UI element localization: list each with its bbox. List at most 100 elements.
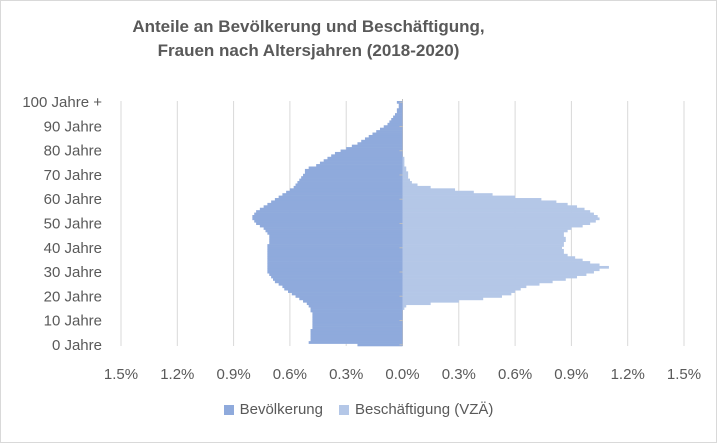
bar-bevoelkerung-age-84: [361, 139, 403, 143]
bar-beschaeftigung-age-15: [402, 307, 405, 310]
legend-swatch-beschaeftigung: [338, 404, 349, 415]
bar-bevoelkerung-age-96: [396, 110, 403, 114]
bar-bevoelkerung-age-93: [391, 117, 403, 121]
bar-beschaeftigung-age-26: [402, 280, 553, 284]
y-tick-label-80: 80 Jahre: [44, 143, 102, 160]
bar-beschaeftigung-age-44: [402, 236, 566, 240]
x-tick-label-4: 0.3%: [329, 366, 363, 383]
bar-beschaeftigung-age-53: [402, 215, 598, 218]
chart-legend: Bevölkerung Beschäftigung (VZÄ): [1, 401, 716, 418]
bar-bevoelkerung-age-92: [389, 120, 403, 124]
bar-beschaeftigung-age-30: [402, 270, 594, 274]
bar-beschaeftigung-age-45: [402, 234, 564, 238]
bar-beschaeftigung-age-27: [402, 278, 566, 281]
x-tick-label-1: 1.2%: [160, 366, 194, 383]
legend-item-beschaeftigung: Beschäftigung (VZÄ): [338, 401, 493, 418]
bar-bevoelkerung-age-44: [269, 236, 403, 240]
bar-bevoelkerung-age-97: [396, 108, 403, 112]
bar-beschaeftigung-age-40: [402, 246, 563, 250]
bar-bevoelkerung-age-31: [267, 268, 403, 272]
y-tick-label-10: 10 Jahre: [44, 313, 102, 330]
bar-beschaeftigung-age-46: [402, 231, 564, 235]
bar-bevoelkerung-age-78: [331, 154, 403, 158]
bar-bevoelkerung-age-32: [267, 265, 403, 269]
bar-bevoelkerung-age-24: [282, 285, 403, 289]
bar-bevoelkerung-age-91: [387, 122, 403, 126]
bar-beschaeftigung-age-23: [402, 287, 521, 291]
bar-beschaeftigung-age-31: [402, 268, 600, 272]
bar-bevoelkerung-age-4: [310, 333, 403, 337]
bar-beschaeftigung-age-76: [402, 159, 405, 162]
bar-beschaeftigung-age-35: [402, 258, 583, 262]
bar-beschaeftigung-age-66: [402, 183, 418, 187]
bar-beschaeftigung-age-39: [402, 248, 564, 252]
bar-bevoelkerung-age-43: [269, 239, 403, 242]
bar-beschaeftigung-age-64: [402, 188, 456, 192]
bar-bevoelkerung-age-56: [259, 207, 403, 211]
bar-bevoelkerung-age-13: [312, 312, 403, 315]
legend-item-bevoelkerung: Bevölkerung: [223, 401, 323, 418]
bar-beschaeftigung-age-63: [402, 190, 474, 194]
bar-bevoelkerung-age-73: [308, 166, 403, 170]
y-tick-label-100: 100 Jahre +: [22, 94, 102, 111]
bar-bevoelkerung-age-81: [346, 147, 403, 150]
bar-bevoelkerung-age-12: [312, 314, 403, 318]
bar-bevoelkerung-age-72: [304, 168, 403, 172]
bar-bevoelkerung-age-34: [267, 261, 403, 264]
bar-bevoelkerung-age-99: [398, 103, 403, 107]
bar-bevoelkerung-age-37: [267, 253, 403, 257]
bar-bevoelkerung-age-35: [267, 258, 403, 262]
bar-bevoelkerung-age-95: [394, 113, 403, 116]
bar-beschaeftigung-age-16: [402, 304, 407, 308]
bar-bevoelkerung-age-7: [312, 326, 403, 330]
bar-beschaeftigung-age-42: [402, 241, 564, 245]
legend-label-bevoelkerung: Bevölkerung: [239, 401, 323, 418]
bar-bevoelkerung-age-23: [284, 287, 403, 291]
x-tick-label-2: 0.9%: [216, 366, 250, 383]
bar-beschaeftigung-age-22: [402, 290, 516, 293]
x-tick-label-0: 1.5%: [104, 366, 138, 383]
bar-bevoelkerung-age-87: [372, 132, 403, 136]
y-tick-label-90: 90 Jahre: [44, 118, 102, 135]
bar-beschaeftigung-age-41: [402, 244, 564, 247]
bar-bevoelkerung-age-42: [269, 241, 403, 245]
bar-bevoelkerung-age-82: [351, 144, 403, 148]
bar-beschaeftigung-age-49: [402, 224, 583, 228]
bar-bevoelkerung-age-48: [263, 227, 403, 230]
bar-bevoelkerung-age-89: [379, 127, 403, 131]
bar-bevoelkerung-age-3: [310, 336, 403, 340]
bar-bevoelkerung-age-40: [267, 246, 403, 250]
bar-bevoelkerung-age-76: [323, 159, 403, 162]
bar-bevoelkerung-age-33: [267, 263, 403, 267]
bar-beschaeftigung-age-29: [402, 273, 587, 276]
bar-bevoelkerung-age-6: [310, 329, 403, 332]
bar-beschaeftigung-age-50: [402, 222, 591, 226]
bar-bevoelkerung-age-19: [299, 297, 403, 301]
bar-bevoelkerung-age-18: [303, 299, 403, 303]
x-tick-label-10: 1.5%: [667, 366, 701, 383]
bar-beschaeftigung-age-56: [402, 207, 585, 211]
bar-beschaeftigung-age-74: [402, 164, 405, 167]
bar-beschaeftigung-age-60: [402, 198, 542, 201]
bar-beschaeftigung-age-38: [402, 251, 564, 255]
bar-bevoelkerung-age-58: [267, 202, 403, 206]
bar-bevoelkerung-age-68: [299, 178, 403, 182]
bar-bevoelkerung-age-29: [269, 273, 403, 276]
bar-beschaeftigung-age-51: [402, 219, 596, 223]
bar-bevoelkerung-age-63: [286, 190, 403, 194]
bar-bevoelkerung-age-16: [308, 304, 403, 308]
bar-beschaeftigung-age-70: [402, 173, 409, 177]
bar-bevoelkerung-age-10: [312, 319, 403, 323]
bar-beschaeftigung-age-18: [402, 299, 459, 303]
chart-gridlines: [120, 99, 685, 346]
y-tick-label-60: 60 Jahre: [44, 191, 102, 208]
bar-bevoelkerung-age-70: [303, 173, 403, 177]
bar-bevoelkerung-age-85: [364, 137, 403, 141]
bar-beschaeftigung-age-62: [402, 193, 493, 196]
bar-bevoelkerung-age-88: [376, 130, 403, 133]
bar-bevoelkerung-age-27: [273, 278, 403, 281]
bar-beschaeftigung-age-77: [402, 156, 405, 160]
bar-bevoelkerung-age-9: [312, 321, 403, 325]
bar-beschaeftigung-age-72: [402, 168, 407, 172]
